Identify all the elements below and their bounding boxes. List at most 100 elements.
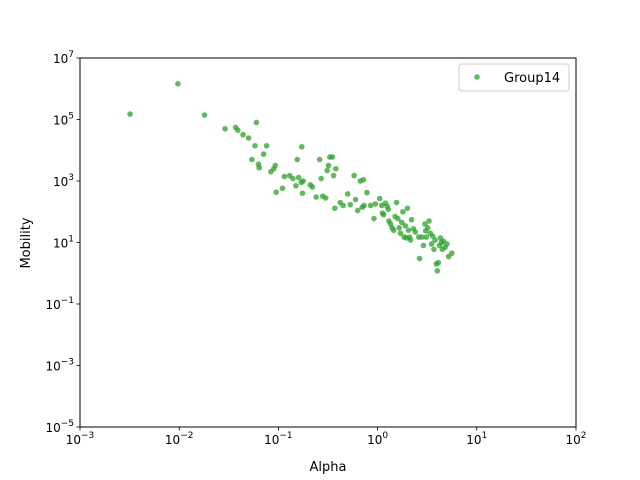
data-point — [431, 246, 437, 253]
data-point — [127, 111, 133, 117]
x-tick-label: 10−2 — [165, 431, 194, 447]
data-point — [245, 135, 252, 141]
data-point — [240, 131, 246, 138]
data-point — [322, 195, 329, 201]
x-tick-label: 10−3 — [66, 431, 95, 447]
data-point — [360, 176, 367, 183]
data-point — [290, 175, 296, 182]
data-point — [404, 205, 411, 212]
data-point — [273, 189, 279, 196]
data-point — [300, 178, 307, 184]
x-tick-label: 101 — [466, 431, 487, 447]
data-point — [295, 174, 302, 181]
x-tick-label: 100 — [367, 431, 388, 447]
data-point — [385, 206, 392, 213]
data-point — [419, 234, 425, 240]
data-point — [309, 184, 316, 190]
legend-frame — [458, 63, 570, 92]
data-point — [371, 215, 377, 222]
plot-area-frame — [79, 57, 577, 428]
data-point — [201, 112, 208, 118]
data-point — [416, 255, 423, 262]
data-point — [424, 225, 431, 231]
data-point — [324, 167, 330, 174]
data-point — [256, 164, 262, 171]
data-point — [422, 221, 428, 227]
data-point — [435, 259, 442, 266]
data-point — [434, 268, 441, 274]
data-point — [249, 156, 255, 163]
data-point — [408, 216, 415, 223]
data-point — [352, 196, 359, 203]
x-tick-label: 102 — [565, 431, 586, 447]
data-point — [396, 225, 402, 231]
data-point — [253, 119, 260, 126]
data-point — [299, 190, 306, 197]
legend: Group14 — [458, 63, 570, 92]
data-point — [175, 80, 181, 87]
y-axis-ticks: 10−5 10−3 10−1 101 103 105 107 — [45, 50, 80, 435]
data-point — [235, 127, 241, 133]
data-point — [272, 162, 279, 169]
x-tick-label: 10−1 — [264, 431, 293, 447]
legend-marker — [474, 74, 480, 80]
x-axis-label: Alpha — [310, 460, 347, 475]
data-point — [372, 201, 379, 207]
data-point — [260, 151, 267, 157]
y-tick-label: 105 — [53, 112, 74, 128]
data-point — [432, 237, 438, 243]
data-point — [367, 202, 374, 209]
data-point — [402, 222, 409, 229]
data-point — [407, 237, 414, 243]
scatter-points — [127, 80, 455, 274]
data-point — [393, 199, 400, 206]
data-point — [318, 175, 324, 182]
data-point — [340, 202, 347, 209]
y-tick-label: 101 — [53, 235, 74, 251]
data-point — [252, 142, 258, 149]
data-point — [397, 230, 404, 237]
data-point — [316, 156, 323, 163]
data-point — [380, 211, 387, 218]
x-axis-ticks: 10−3 10−2 10−1 100 101 102 — [66, 427, 587, 447]
data-point — [281, 173, 288, 180]
data-point — [329, 154, 336, 160]
data-point — [364, 189, 370, 196]
data-point — [423, 234, 430, 240]
y-tick-label: 107 — [53, 50, 74, 66]
data-point — [263, 142, 270, 149]
data-point — [222, 125, 228, 132]
data-point — [313, 194, 319, 200]
data-point — [400, 208, 406, 215]
data-point — [449, 250, 455, 256]
data-point — [395, 215, 401, 222]
data-point — [376, 195, 383, 202]
data-point — [294, 156, 301, 163]
data-point — [428, 241, 435, 247]
data-point — [398, 219, 405, 226]
data-point — [347, 201, 354, 208]
data-point — [298, 143, 305, 150]
data-point — [344, 191, 351, 197]
y-tick-label: 103 — [53, 173, 74, 189]
legend-label: Group14 — [504, 71, 560, 86]
data-point — [412, 229, 419, 235]
data-point — [279, 185, 286, 192]
data-point — [351, 172, 357, 179]
data-point — [405, 227, 412, 234]
data-point — [444, 241, 450, 247]
data-point — [325, 162, 332, 169]
data-point — [330, 172, 337, 179]
data-point — [333, 165, 339, 172]
data-point — [420, 242, 427, 249]
y-tick-label: 10−1 — [45, 296, 74, 312]
y-tick-label: 10−3 — [45, 358, 74, 374]
y-tick-label: 10−5 — [45, 419, 74, 435]
data-point — [361, 202, 367, 209]
y-axis-label: Mobility — [19, 217, 34, 268]
data-point — [354, 207, 361, 214]
data-point — [390, 227, 397, 234]
data-point — [293, 182, 299, 189]
data-point — [331, 205, 338, 212]
